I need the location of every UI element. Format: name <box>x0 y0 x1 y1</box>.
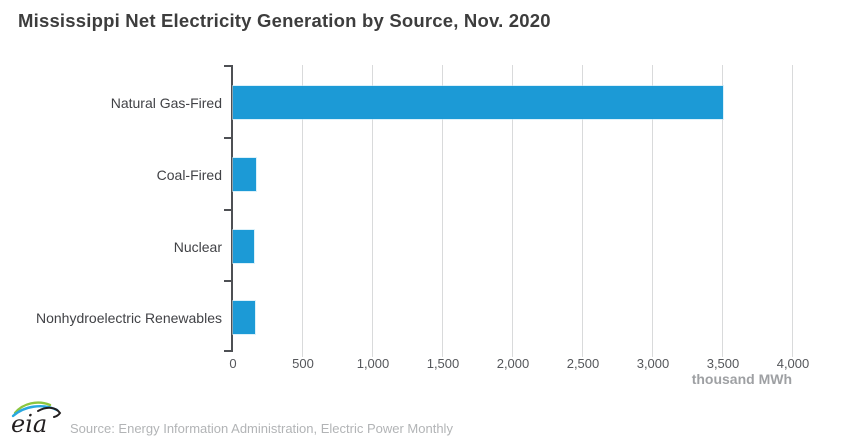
gridline-x-3000 <box>652 65 653 357</box>
gridline-x-1000 <box>372 65 373 357</box>
category-label-nonhydroelectric-renewables: Nonhydroelectric Renewables <box>36 310 222 327</box>
bar-natural-gas-fired[interactable] <box>233 86 723 119</box>
gridline-x-3500 <box>722 65 723 357</box>
gridline-x-4000 <box>792 65 793 357</box>
x-tick-label-2500: 2,500 <box>566 356 600 371</box>
gridline-x-500 <box>302 65 303 357</box>
category-label-natural-gas-fired: Natural Gas-Fired <box>110 95 222 111</box>
y-axis-tick <box>224 280 231 282</box>
category-label-nuclear: Nuclear <box>173 238 222 255</box>
y-axis-tick <box>224 209 231 211</box>
x-tick-label-3000: 3,000 <box>636 356 670 371</box>
x-tick-label-2000: 2,000 <box>496 356 530 371</box>
x-tick-label-1000: 1,000 <box>356 356 390 371</box>
x-tick-label-1500: 1,500 <box>426 356 460 371</box>
bar-nonhydroelectric-renewables[interactable] <box>233 301 255 335</box>
eia-logo: eia <box>11 401 62 438</box>
eia-logo-green-arc <box>13 401 52 415</box>
plot-area <box>224 65 793 357</box>
x-tick-label-3500: 3,500 <box>706 356 740 371</box>
y-axis-tick <box>224 137 231 139</box>
gridline-x-1500 <box>442 65 443 357</box>
footer: eia Source: Energy Information Administr… <box>0 397 850 443</box>
eia-logo-text: eia <box>11 410 47 438</box>
gridline-x-2500 <box>582 65 583 357</box>
gridline-x-2000 <box>512 65 513 357</box>
x-axis-unit-label: thousand MWh <box>691 371 792 387</box>
bar-coal-fired[interactable] <box>233 157 256 191</box>
bar-nuclear[interactable] <box>233 229 254 263</box>
x-tick-label-0: 0 <box>229 356 237 371</box>
category-label-coal-fired: Coal-Fired <box>156 166 222 183</box>
y-axis-tick <box>224 65 231 67</box>
source-attribution: Source: Energy Information Administratio… <box>70 421 453 436</box>
x-tick-label-500: 500 <box>292 356 314 371</box>
chart-title: Mississippi Net Electricity Generation b… <box>18 10 551 31</box>
y-axis-tick <box>224 350 231 352</box>
y-axis-line <box>231 65 233 352</box>
x-tick-label-4000: 4,000 <box>776 356 810 371</box>
eia-logo-dark-swoosh <box>37 406 62 418</box>
